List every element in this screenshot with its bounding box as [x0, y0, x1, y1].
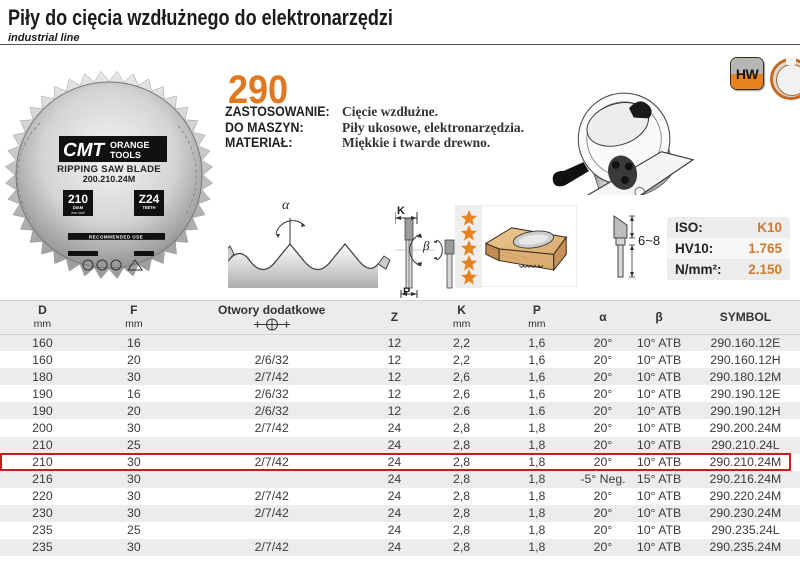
- svg-text:RECOMMENDED USE: RECOMMENDED USE: [89, 235, 143, 240]
- svg-text:ORANGE: ORANGE: [110, 140, 150, 150]
- svg-text:DIAM: DIAM: [73, 205, 84, 210]
- svg-text:TEETH: TEETH: [142, 205, 155, 210]
- svg-text:TOOLS: TOOLS: [110, 150, 141, 160]
- svg-text:6~8: 6~8: [638, 233, 660, 248]
- svg-text:Z24: Z24: [139, 192, 160, 206]
- svg-text:mm inch: mm inch: [71, 211, 84, 215]
- svg-text:200.210.24M: 200.210.24M: [83, 174, 136, 184]
- svg-text:210: 210: [68, 192, 88, 206]
- svg-text:CMT: CMT: [63, 140, 106, 161]
